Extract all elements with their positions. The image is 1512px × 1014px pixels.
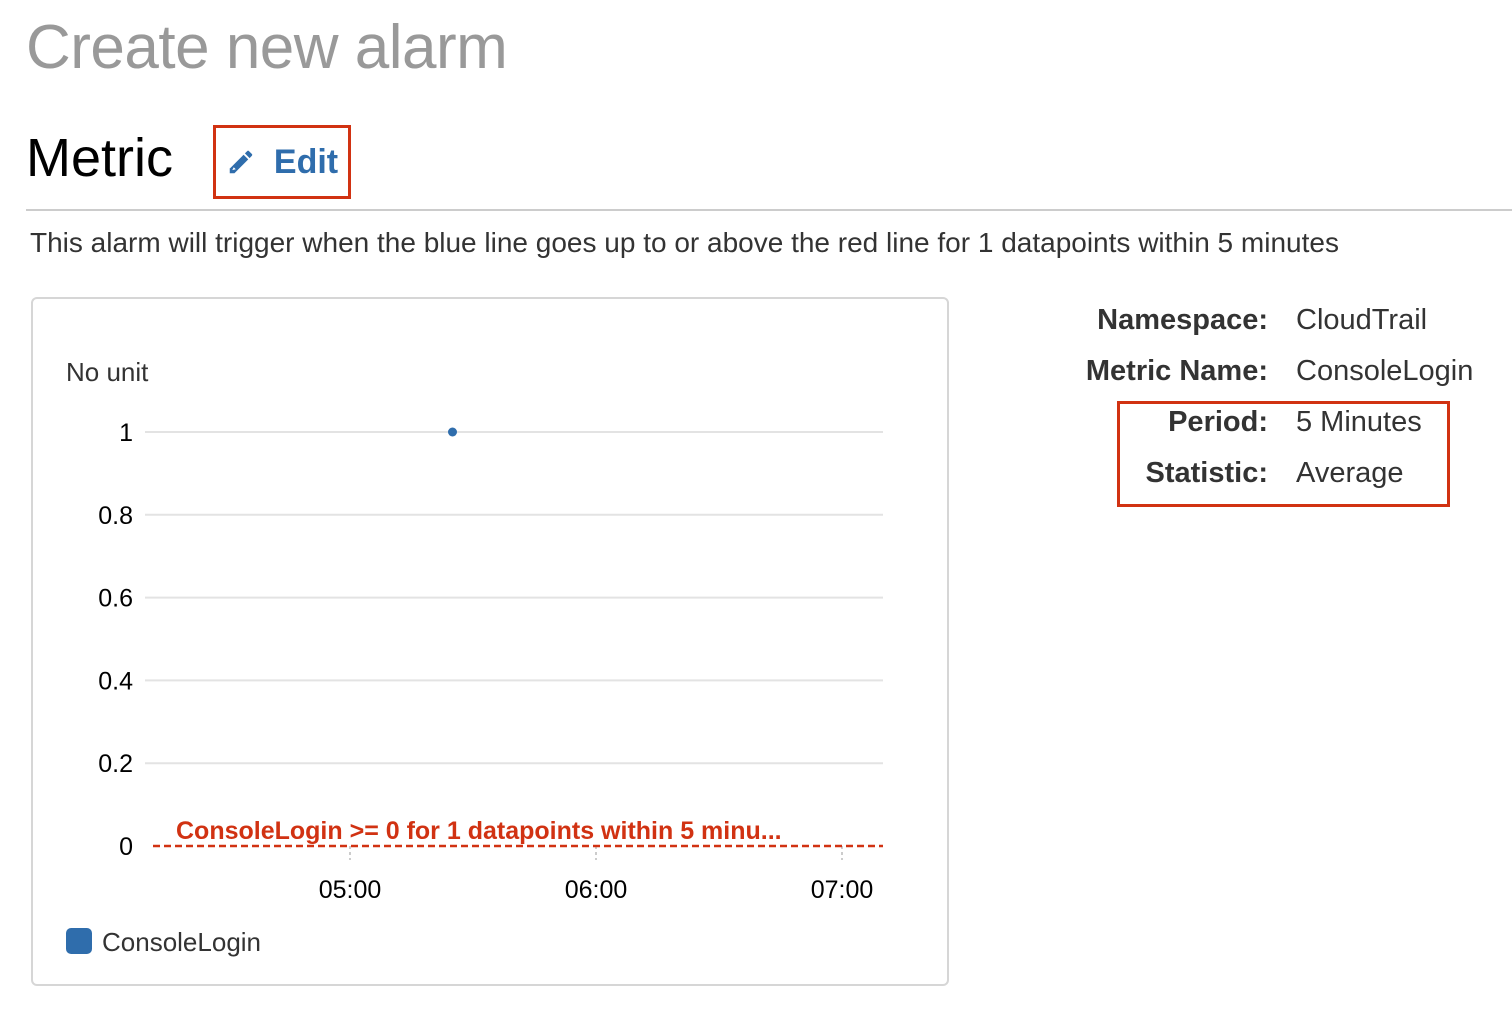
section-divider	[26, 209, 1512, 211]
edit-metric-button[interactable]: Edit	[213, 125, 351, 199]
metric-name-value: ConsoleLogin	[1296, 355, 1474, 387]
legend-swatch	[66, 928, 92, 954]
y-tick-label: 0.6	[98, 585, 133, 613]
statistic-value: Average	[1296, 457, 1404, 489]
y-axis-label: No unit	[66, 357, 149, 387]
x-tick-label: 05:00	[319, 876, 382, 904]
page-title: Create new alarm	[26, 13, 508, 82]
namespace-label: Namespace:	[1097, 304, 1268, 336]
data-point	[448, 427, 457, 437]
metric-chart-panel: No unit 1 0.8 0.6 0.4 0.2 0 05:00 06:00 07:00 Cons…	[31, 297, 949, 986]
metric-details: Namespace: CloudTrail Metric Name: Conso…	[1040, 304, 1500, 508]
metric-section-title: Metric	[26, 128, 173, 188]
statistic-label: Statistic:	[1145, 457, 1268, 489]
period-statistic-highlight	[1117, 401, 1450, 507]
threshold-label: ConsoleLogin >= 0 for 1 datapoints withi…	[176, 817, 782, 845]
namespace-value: CloudTrail	[1296, 304, 1428, 336]
statistic-row: Statistic: Average	[1040, 457, 1500, 508]
y-tick-label: 0.8	[98, 502, 133, 530]
x-tick-label: 07:00	[811, 876, 874, 904]
period-value: 5 Minutes	[1296, 406, 1422, 438]
metric-name-label: Metric Name:	[1085, 355, 1268, 387]
y-tick-label: 1	[119, 419, 133, 447]
y-tick-label: 0.2	[98, 750, 133, 778]
y-tick-label: 0	[119, 833, 133, 861]
y-tick-label: 0.4	[98, 667, 133, 695]
period-label: Period:	[1168, 406, 1268, 438]
alarm-description: This alarm will trigger when the blue li…	[30, 227, 1339, 258]
namespace-row: Namespace: CloudTrail	[1040, 304, 1500, 355]
edit-label: Edit	[273, 143, 339, 181]
legend-label: ConsoleLogin	[102, 927, 261, 957]
metric-chart: No unit 1 0.8 0.6 0.4 0.2 0 05:00 06:00 07:00 Cons…	[66, 357, 883, 957]
pencil-icon	[229, 150, 253, 174]
x-tick-label: 06:00	[565, 876, 628, 904]
metric-name-row: Metric Name: ConsoleLogin	[1040, 355, 1500, 406]
period-row: Period: 5 Minutes	[1040, 406, 1500, 457]
